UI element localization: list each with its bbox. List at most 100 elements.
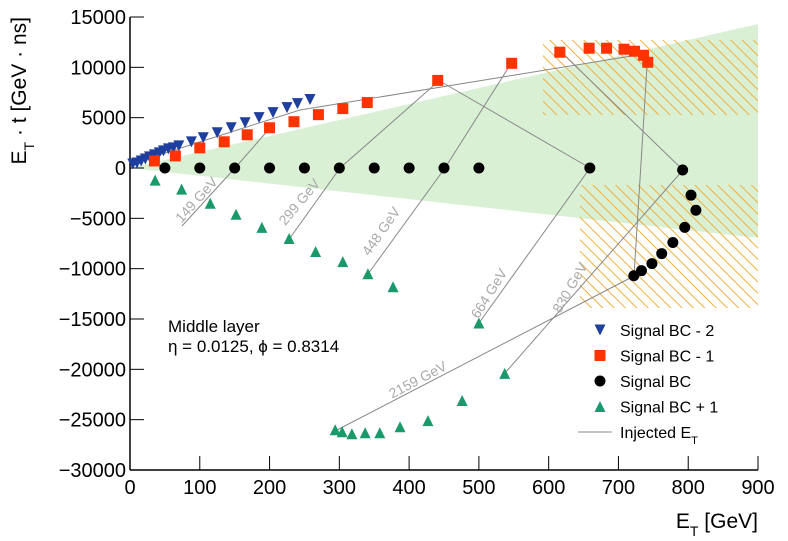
legend-label: Signal BC - 1 — [620, 349, 714, 366]
point — [359, 427, 371, 439]
point — [241, 129, 253, 141]
annotation: Middle layer — [168, 317, 260, 336]
annotation: 448 GeV — [359, 203, 404, 258]
point — [638, 49, 650, 61]
point — [310, 246, 322, 258]
injected-line — [139, 53, 645, 162]
point — [194, 162, 206, 174]
axis-label-sub: T — [21, 141, 37, 150]
point — [362, 268, 374, 280]
y-tick-label: −5000 — [70, 208, 126, 230]
x-tick-label: 600 — [532, 477, 565, 499]
y-tick-label: 10000 — [70, 57, 126, 79]
point — [618, 43, 630, 55]
point — [333, 162, 345, 174]
point — [403, 162, 415, 174]
x-tick-label: 400 — [392, 477, 425, 499]
legend-label: Injected ET — [620, 425, 698, 447]
point — [230, 208, 242, 220]
point — [173, 140, 185, 152]
legend-label-part: Injected E — [620, 425, 691, 442]
annotation: 664 GeV — [467, 265, 510, 321]
y-tick-label: 15000 — [70, 7, 126, 29]
point — [337, 103, 349, 115]
hatched-region — [543, 40, 758, 115]
point — [554, 46, 566, 58]
x-tick-label: 100 — [183, 477, 216, 499]
annotation: η = 0.0125, ϕ = 0.8314 — [168, 337, 339, 356]
point — [368, 162, 380, 174]
x-tick-label: 800 — [672, 477, 705, 499]
point — [361, 97, 373, 109]
axis-label-part: E — [676, 510, 690, 533]
point — [594, 350, 606, 361]
point — [211, 127, 223, 139]
point — [288, 116, 300, 128]
point — [628, 270, 640, 282]
point — [642, 56, 654, 68]
point — [304, 94, 316, 106]
x-tick-label: 300 — [323, 477, 356, 499]
point — [229, 162, 241, 174]
legend-label: Signal BC — [620, 374, 691, 391]
point — [264, 162, 276, 174]
point — [422, 415, 434, 427]
point — [374, 427, 386, 439]
y-tick-label: −15000 — [59, 309, 126, 331]
point — [194, 142, 206, 154]
x-tick-label: 0 — [124, 477, 135, 499]
point — [387, 281, 399, 293]
point — [329, 424, 341, 436]
y-tick-label: −20000 — [59, 359, 126, 381]
point — [159, 162, 171, 174]
axis-label: ET [GeV] — [676, 510, 758, 539]
injected-lines — [139, 49, 684, 432]
axis-label: ET · t [GeV · ns] — [8, 17, 37, 164]
point — [667, 236, 679, 248]
point — [679, 221, 691, 233]
annotation: 149 GeV — [172, 173, 221, 225]
legend-label-sub: T — [691, 435, 698, 447]
point — [646, 258, 658, 270]
point — [685, 189, 697, 201]
y-tick-label: 5000 — [82, 108, 127, 130]
point — [291, 98, 303, 110]
x-tick-label: 200 — [253, 477, 286, 499]
point — [432, 74, 444, 86]
point — [438, 162, 450, 174]
point — [499, 367, 511, 379]
point — [584, 162, 596, 174]
x-tick-label: 700 — [602, 477, 635, 499]
point — [239, 117, 251, 129]
point — [601, 42, 613, 54]
point — [218, 136, 230, 148]
point — [337, 256, 349, 268]
point — [346, 428, 358, 440]
point — [594, 401, 606, 412]
point — [197, 132, 209, 144]
annotation: 2159 GeV — [386, 357, 450, 401]
y-tick-label: −10000 — [59, 259, 126, 281]
y-tick-label: −30000 — [59, 460, 126, 482]
point — [298, 162, 310, 174]
point — [204, 197, 216, 209]
legend-label: Signal BC + 1 — [620, 400, 718, 417]
point — [185, 136, 197, 148]
point — [256, 221, 268, 233]
point — [594, 375, 606, 387]
point — [506, 57, 518, 69]
legend-label: Signal BC - 2 — [620, 323, 714, 340]
axis-label-sub: T — [690, 523, 699, 539]
point — [281, 102, 293, 114]
axis-label-part: · t [GeV · ns] — [8, 17, 31, 142]
y-tick-label: −25000 — [59, 410, 126, 432]
point — [312, 109, 324, 121]
point — [456, 395, 468, 407]
point — [264, 122, 276, 134]
point — [690, 204, 702, 216]
y-tick-label: 0 — [115, 158, 126, 180]
axes: 0 100 200 300 400 500 600 700 800 900 15000 10000 50… — [8, 7, 775, 539]
point — [225, 122, 237, 134]
point — [473, 317, 485, 329]
